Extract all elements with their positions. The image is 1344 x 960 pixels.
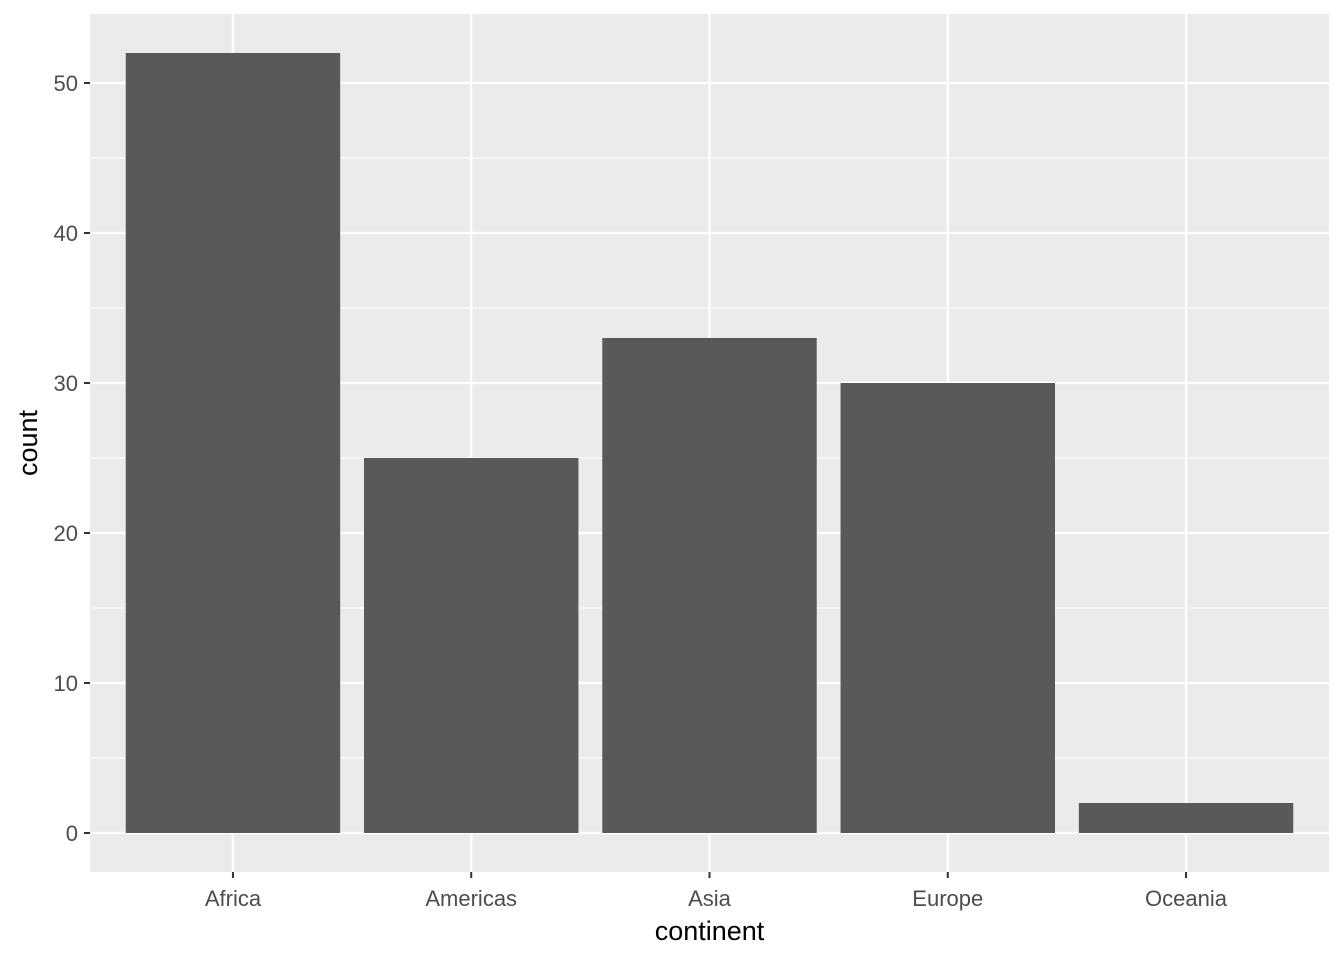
bar-africa [125, 53, 341, 833]
y-tick-label: 20 [54, 521, 78, 546]
x-tick-label: Europe [912, 886, 983, 911]
x-tick-label: Asia [688, 886, 732, 911]
bars [125, 53, 1294, 833]
bar-asia [602, 338, 817, 833]
bar-europe [840, 383, 1055, 833]
x-tick-label: Africa [205, 886, 262, 911]
y-tick-label: 40 [54, 221, 78, 246]
y-tick-label: 0 [66, 821, 78, 846]
y-tick-label: 50 [54, 71, 78, 96]
y-tick-label: 30 [54, 371, 78, 396]
axes: 0 10 20 30 40 50 Africa Americas Asia Europe Ocean… [54, 71, 1228, 911]
y-tick-label: 10 [54, 671, 78, 696]
y-axis-title: count [13, 409, 43, 476]
bar-americas [364, 458, 579, 833]
x-axis-title: continent [655, 916, 765, 946]
bar-oceania [1078, 803, 1294, 833]
x-tick-label: Oceania [1145, 886, 1228, 911]
x-tick-label: Americas [425, 886, 517, 911]
